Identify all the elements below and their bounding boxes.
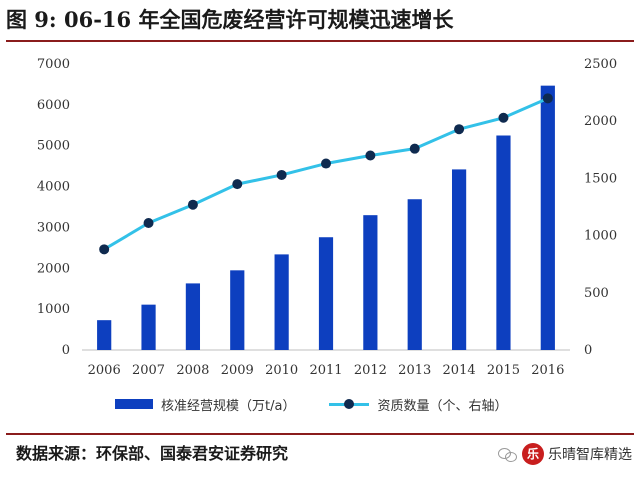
wechat-icon <box>498 446 518 462</box>
right-axis-tick-label: 500 <box>584 286 609 301</box>
right-axis-tick-label: 2500 <box>584 57 617 72</box>
x-axis-tick-label: 2007 <box>132 363 165 378</box>
legend-bar-label: 核准经营规模（万t/a） <box>161 398 296 414</box>
title-divider <box>6 40 634 42</box>
left-axis-tick-label: 2000 <box>37 261 70 276</box>
line-point <box>232 179 243 190</box>
line-point <box>187 199 198 210</box>
bar <box>274 254 289 350</box>
legend-line-label: 资质数量（个、右轴） <box>377 398 508 414</box>
chart-title: 图 9: 06-16 年全国危废经营许可规模迅速增长 <box>6 7 454 32</box>
line-point <box>99 244 110 255</box>
bar <box>540 85 555 350</box>
left-axis-tick-label: 7000 <box>37 57 70 72</box>
x-axis-tick-label: 2013 <box>398 363 431 378</box>
brand-name: 乐晴智库精选 <box>548 447 632 463</box>
right-axis-tick-label: 2000 <box>584 114 617 129</box>
left-axis-tick-label: 4000 <box>37 180 70 195</box>
source-note: 数据来源：环保部、国泰君安证券研究 <box>16 444 289 463</box>
line-point <box>498 112 509 123</box>
line-point <box>365 150 376 161</box>
x-axis-tick-label: 2016 <box>531 363 564 378</box>
legend-line-swatch <box>329 399 370 409</box>
bar <box>451 169 467 350</box>
brand-watermark: 乐 乐晴智库精选 <box>498 443 632 465</box>
x-axis-tick-label: 2008 <box>176 363 209 378</box>
left-axis-tick-label: 0 <box>62 343 70 358</box>
x-axis-tick-label: 2006 <box>88 363 121 378</box>
bar <box>496 135 511 350</box>
x-axis-tick-label: 2014 <box>443 363 476 378</box>
series-line <box>103 96 549 251</box>
line-point <box>542 93 553 104</box>
bar <box>407 199 422 350</box>
x-axis-tick-label: 2011 <box>309 363 342 378</box>
left-axis-tick-label: 5000 <box>37 139 70 154</box>
bar <box>230 270 245 350</box>
right-axis-tick-label: 1000 <box>584 229 617 244</box>
x-axis-tick-label: 2009 <box>221 363 254 378</box>
legend: 核准经营规模（万t/a） 资质数量（个、右轴） <box>115 392 507 416</box>
line-point <box>454 124 465 135</box>
right-axis-tick-label: 0 <box>584 343 592 358</box>
x-axis-tick-label: 2010 <box>265 363 298 378</box>
line-point <box>143 218 154 229</box>
x-axis-tick-label: 2012 <box>354 363 387 378</box>
left-axis-tick-label: 1000 <box>37 302 70 317</box>
footer-divider <box>6 433 634 435</box>
line-point <box>409 143 420 154</box>
left-axis-tick-label: 3000 <box>37 220 70 235</box>
left-axis-tick-label: 6000 <box>37 98 70 113</box>
brand-logo-icon: 乐 <box>522 443 544 465</box>
x-axis-tick-label: 2015 <box>487 363 520 378</box>
bar <box>363 215 378 350</box>
bar <box>185 283 201 350</box>
line-point <box>276 169 287 180</box>
bar <box>97 320 112 350</box>
right-axis-tick-label: 1500 <box>584 171 617 186</box>
bar <box>141 304 156 350</box>
legend-bar-swatch <box>115 399 153 409</box>
line-point <box>321 158 331 169</box>
bar <box>318 237 334 350</box>
